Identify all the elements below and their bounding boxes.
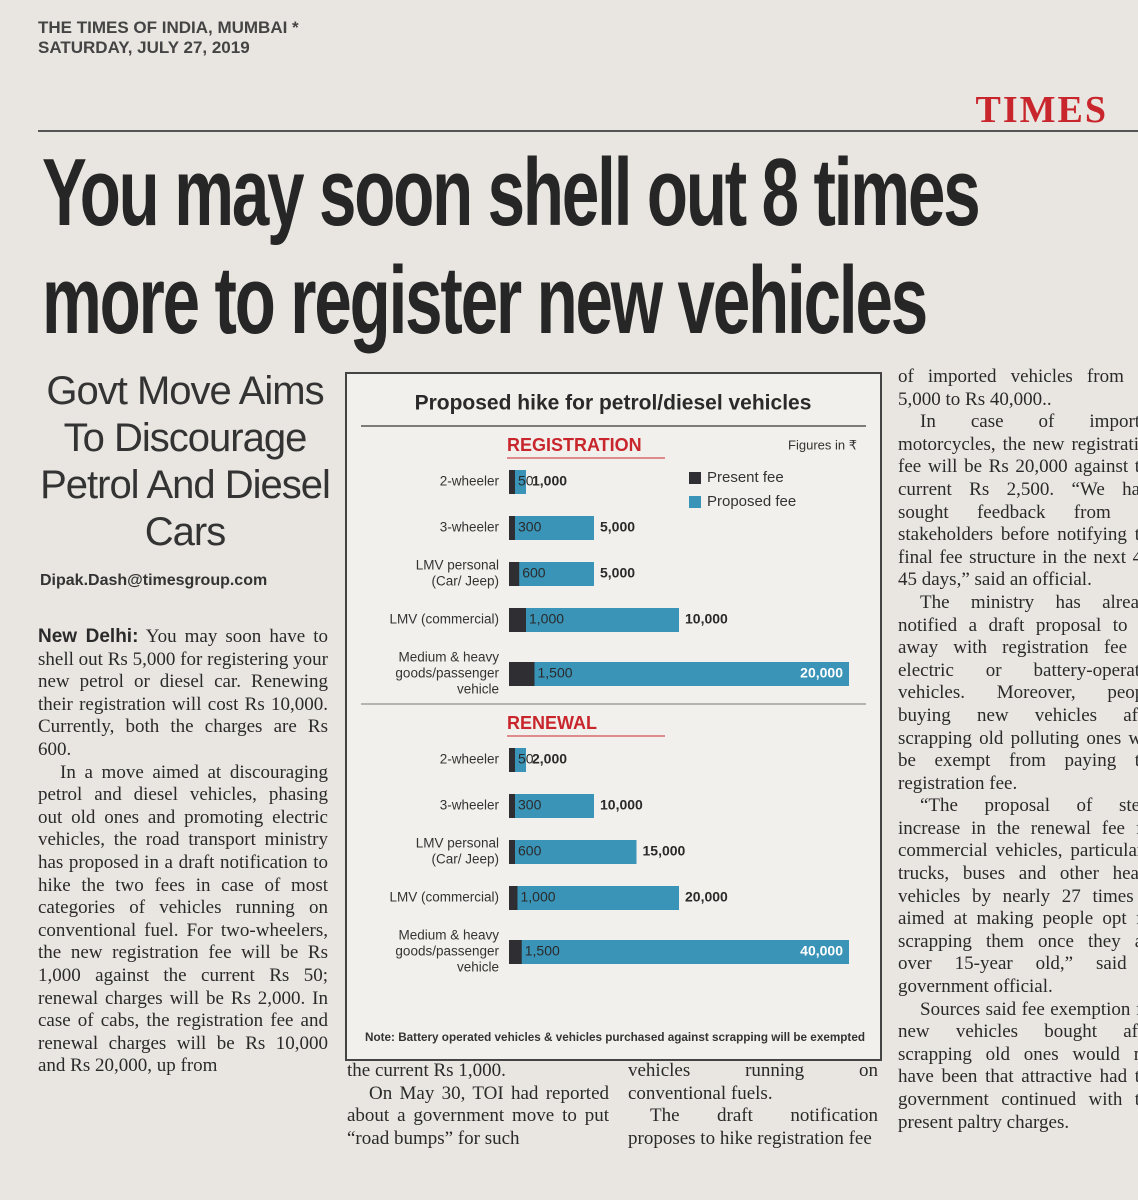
value-label: 1,500	[538, 665, 573, 681]
bar	[509, 662, 535, 686]
bar	[509, 562, 520, 586]
subhead: Govt Move Aims To Discourage Petrol And …	[40, 369, 331, 554]
bar	[509, 794, 515, 818]
legend-swatch	[689, 496, 701, 508]
paragraph: the current Rs 1,000.	[347, 1060, 506, 1081]
category-label: LMV (commercial)	[389, 612, 499, 627]
category-label: LMV personal	[416, 836, 499, 851]
left-column: New Delhi: You may soon have to shell ou…	[38, 626, 328, 1200]
masthead-date: SATURDAY, JULY 27, 2019	[38, 38, 250, 57]
right-column: of imported vehicles from Rs 5,000 to Rs…	[898, 366, 1138, 1156]
value-label: 20,000	[685, 889, 728, 905]
category-label: goods/passenger	[395, 666, 499, 681]
chart: Proposed hike for petrol/diesel vehicles…	[361, 392, 866, 1044]
category-label: (Car/ Jeep)	[431, 852, 499, 867]
rule	[38, 130, 1138, 132]
headline: more to register new vehicles	[42, 247, 928, 354]
value-label: 600	[518, 843, 542, 859]
legend-label: Present fee	[707, 469, 784, 486]
value-label: 5,000	[600, 565, 635, 581]
group-header: REGISTRATION	[507, 435, 642, 455]
value-label: 10,000	[600, 797, 643, 813]
value-label: 10,000	[685, 611, 728, 627]
paragraph-text: You may soon have to shell out Rs 5,000 …	[38, 626, 328, 760]
paragraph: New Delhi: You may soon have to shell ou…	[38, 626, 328, 762]
value-label: 1,000	[521, 889, 556, 905]
category-label: 3-wheeler	[440, 798, 500, 813]
bar	[509, 840, 515, 864]
paragraph: The ministry has already notified a draf…	[898, 591, 1138, 794]
bar	[509, 940, 522, 964]
value-label: 300	[518, 519, 542, 535]
value-label: 2,000	[532, 751, 567, 767]
value-label: 1,000	[529, 611, 564, 627]
category-label: 2-wheeler	[440, 474, 500, 489]
bar	[509, 516, 594, 540]
value-label: 40,000	[800, 943, 843, 959]
legend-swatch	[689, 472, 701, 484]
value-label: 1,000	[532, 473, 567, 489]
paragraph: In a move aimed at discouraging petrol a…	[38, 761, 328, 1077]
category-label: vehicle	[457, 682, 499, 697]
paragraph: of imported vehicles from Rs 5,000 to Rs…	[898, 366, 1138, 410]
category-label: 2-wheeler	[440, 752, 500, 767]
paragraph: “The proposal of steep increase in the r…	[898, 795, 1138, 998]
headline: You may soon shell out 8 times	[42, 139, 981, 246]
bar	[509, 940, 849, 964]
section-name: TIMES	[975, 89, 1108, 131]
category-label: goods/passenger	[395, 944, 499, 959]
value-label: 1,500	[525, 943, 560, 959]
bar	[509, 662, 849, 686]
middle-column: the current Rs 1,000. On May 30, TOI had …	[347, 1060, 609, 1160]
bar	[509, 470, 515, 494]
bar	[509, 886, 518, 910]
chart-title: Proposed hike for petrol/diesel vehicles	[415, 392, 812, 415]
value-label: 600	[522, 565, 546, 581]
bar	[509, 886, 679, 910]
value-label: 50	[518, 473, 534, 489]
bar	[509, 516, 515, 540]
chart-box: Proposed hike for petrol/diesel vehicles…	[345, 372, 882, 1061]
category-label: LMV (commercial)	[389, 890, 499, 905]
chart-note: Note: Battery operated vehicles & vehicl…	[365, 1032, 865, 1044]
value-label: 5,000	[600, 519, 635, 535]
bar	[509, 840, 637, 864]
category-label: 3-wheeler	[440, 520, 500, 535]
legend-label: Proposed fee	[707, 493, 796, 510]
group-header: RENEWAL	[507, 713, 597, 733]
unit-note: Figures in ₹	[788, 437, 857, 452]
value-label: 15,000	[643, 843, 686, 859]
bar	[509, 608, 679, 632]
paragraph: vehicles running on conventional fuels.	[628, 1060, 878, 1104]
bar	[509, 794, 594, 818]
dateline: New Delhi:	[38, 626, 139, 647]
paragraph: On May 30, TOI had reported about a gove…	[347, 1082, 609, 1149]
value-label: 20,000	[800, 665, 843, 681]
bar	[509, 562, 594, 586]
bar	[509, 608, 526, 632]
paragraph: Sources said fee exemption for new vehic…	[898, 998, 1138, 1133]
category-label: LMV personal	[416, 558, 499, 573]
byline: Dipak.Dash@timesgroup.com	[40, 572, 268, 589]
category-label: (Car/ Jeep)	[431, 574, 499, 589]
category-label: Medium & heavy	[398, 650, 499, 665]
paragraph: In case of imported motorcycles, the new…	[898, 411, 1138, 591]
masthead: THE TIMES OF INDIA, MUMBAI * SATURDAY, J…	[38, 18, 299, 58]
middle-column: vehicles running on conventional fuels. T…	[628, 1060, 878, 1160]
masthead-title: THE TIMES OF INDIA, MUMBAI *	[38, 18, 299, 37]
category-label: vehicle	[457, 960, 499, 975]
paragraph: The draft notification proposes to hike …	[628, 1105, 878, 1149]
bar	[509, 748, 515, 772]
value-label: 50	[518, 751, 534, 767]
value-label: 300	[518, 797, 542, 813]
category-label: Medium & heavy	[398, 928, 499, 943]
